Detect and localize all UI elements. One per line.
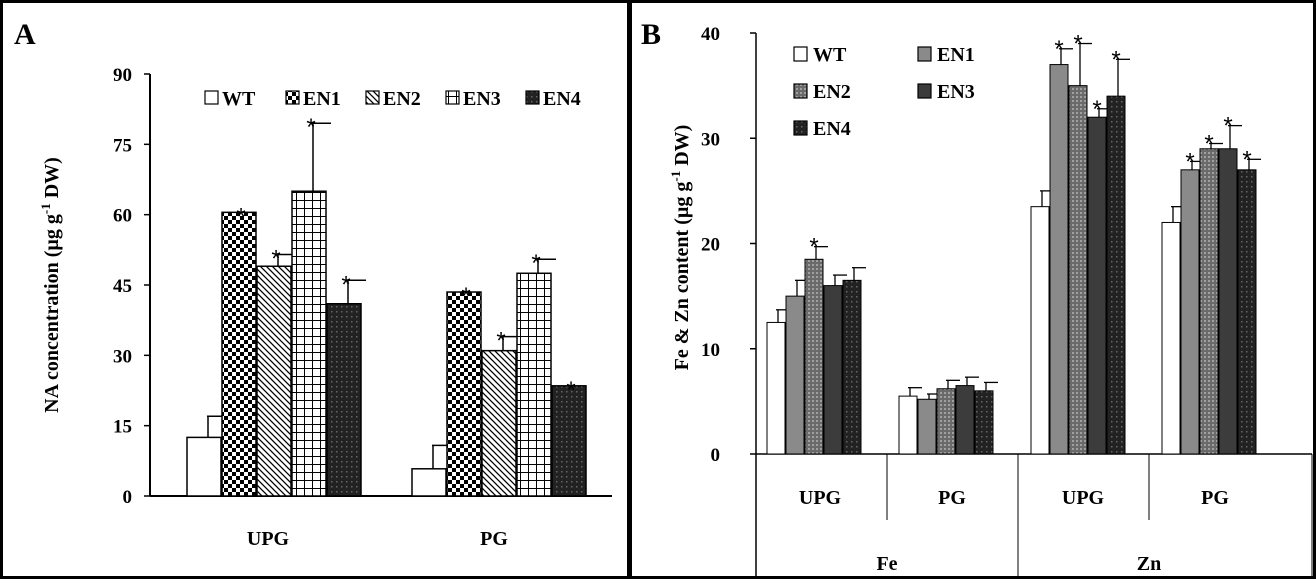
legend-swatch-a [365,90,380,105]
y-tick-label-a: 90 [113,65,132,86]
bar-b-en1 [1180,169,1200,455]
significance-star-a: * [306,114,315,141]
bar-a-wt [186,436,222,497]
x-category-label-a: PG [480,528,508,550]
legend-label-a: WT [222,88,256,110]
bar-b-en1 [1049,64,1069,455]
bar-b-wt [1030,206,1050,455]
bar-a-en2 [256,265,292,497]
bar-b-en3 [1087,116,1107,455]
legend-swatch-a [525,90,540,105]
significance-star-a: * [461,283,470,310]
legend-swatch-b [793,46,808,62]
bar-b-en2 [804,258,824,455]
x-category-label-b: UPG [1062,487,1105,509]
significance-star-b: * [809,234,818,261]
bar-b-en2 [936,388,956,455]
bar-b-en1 [917,398,937,455]
y-axis-label-a: NA concentration (µg g-1 DW) [38,157,63,413]
y-tick-label-b: 30 [701,129,720,150]
panel-a-frame [0,0,630,579]
bar-b-en2 [1199,148,1219,455]
legend-swatch-b [917,46,932,62]
significance-star-b: * [1054,36,1063,63]
significance-star-a: * [496,328,505,355]
legend-swatch-a [445,90,460,105]
legend-swatch-b [793,83,808,99]
legend-swatch-a [285,90,300,105]
bar-a-en4 [551,385,587,497]
significance-star-b: * [1223,113,1232,140]
significance-star-a: * [531,250,540,277]
significance-star-a: * [341,271,350,298]
bar-b-en4 [974,390,994,455]
y-tick-label-a: 15 [113,417,132,438]
x-category-label-a: UPG [247,528,290,550]
legend-label-b: WT [813,44,847,66]
legend-label-a: EN1 [303,88,341,110]
y-tick-label-a: 60 [113,206,132,227]
panel-a-letter: A [14,18,36,51]
legend-label-a: EN2 [383,88,421,110]
legend-swatch-b [793,120,808,136]
bar-b-en1 [785,295,805,455]
significance-star-b: * [1111,46,1120,73]
y-tick-label-b: 10 [701,340,720,361]
significance-star-a: * [236,203,245,230]
x-category-label-b: PG [938,487,966,509]
bar-a-en3 [516,272,552,497]
bar-b-en3 [955,385,975,455]
legend-label-b: EN2 [813,81,851,103]
x-category-label-b: UPG [799,487,842,509]
panel-b-frame [629,0,1316,579]
bar-b-wt [1161,221,1181,455]
legend-swatch-a [204,90,219,105]
legend-label-a: EN4 [543,88,581,110]
bar-b-en3 [1218,148,1238,455]
bar-a-en1 [446,291,482,497]
x-group-label-b: Fe [876,553,897,575]
bar-a-wt [411,468,447,497]
bar-b-en3 [823,285,843,455]
bar-b-en4 [842,279,862,455]
bar-a-en4 [326,303,362,497]
panel-b-chart: 0 10 20 30 40 Fe & Zn content (µg g-1 DW) * * * *… [668,24,1313,579]
legend-label-b: EN1 [937,44,975,66]
panel-a-chart: 0 15 30 45 60 75 90 NA concentration (µg g-1 DW… [38,65,612,550]
bar-a-en3 [291,190,327,497]
significance-star-a: * [566,377,575,404]
bar-a-en1 [221,211,257,497]
significance-star-b: * [1185,148,1194,175]
bar-b-wt [766,321,786,455]
y-tick-label-a: 0 [123,487,133,508]
y-tick-label-b: 0 [711,445,721,466]
significance-star-b: * [1073,31,1082,58]
bar-b-en2 [1068,85,1088,455]
bar-b-wt [898,395,918,455]
significance-star-b: * [1242,146,1251,173]
y-tick-label-a: 30 [113,346,132,367]
x-group-label-b: Zn [1137,553,1161,575]
bar-b-en4 [1237,169,1257,455]
y-axis-label-b: Fe & Zn content (µg g-1 DW) [668,125,693,371]
y-tick-label-b: 40 [701,24,720,45]
y-tick-label-a: 75 [113,135,132,156]
legend-swatch-b [917,83,932,99]
significance-star-a: * [271,246,280,273]
y-tick-label-b: 20 [701,235,720,256]
y-tick-label-a: 45 [113,276,132,297]
significance-star-b: * [1204,131,1213,158]
panel-b-letter: B [641,18,661,51]
legend-label-b: EN3 [937,81,975,103]
legend-label-a: EN3 [463,88,501,110]
bar-b-en4 [1106,95,1126,455]
significance-star-b: * [1092,96,1101,123]
legend-label-b: EN4 [813,118,851,140]
x-category-label-b: PG [1201,487,1229,509]
bar-a-en2 [481,349,517,497]
